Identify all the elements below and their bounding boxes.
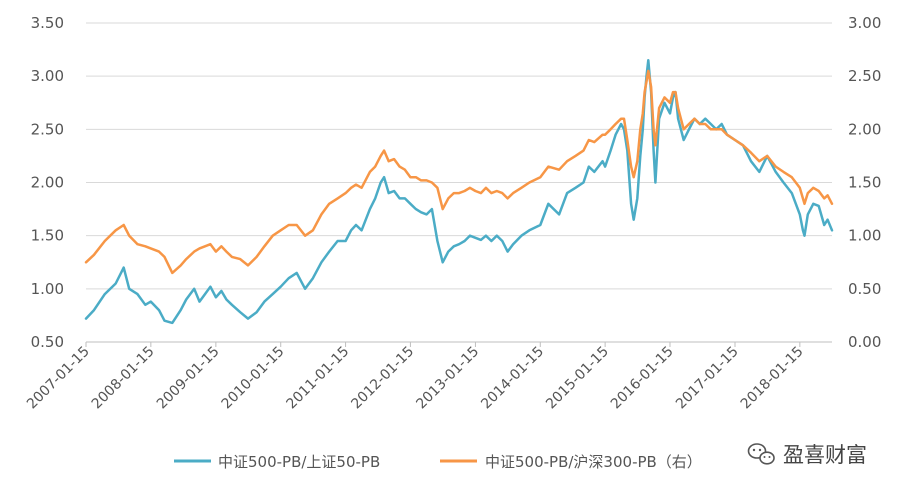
x-tick-label: 2016-01-15 (608, 344, 677, 413)
watermark: 盈喜财富 (747, 443, 867, 467)
legend-label-series-2: 中证500-PB/沪深300-PB（右） (485, 453, 702, 471)
series-line-1 (84, 58, 834, 325)
right-tick-label: 0.50 (848, 280, 881, 298)
watermark-text: 盈喜财富 (783, 443, 867, 467)
x-axis-ticks: 2007-01-152008-01-152009-01-152010-01-15… (24, 342, 807, 412)
x-tick-label: 2007-01-15 (24, 344, 93, 413)
right-tick-label: 3.00 (848, 14, 881, 32)
left-tick-label: 0.50 (31, 333, 64, 351)
x-tick-label: 2010-01-15 (219, 344, 288, 413)
left-tick-label: 2.50 (31, 120, 64, 138)
series-line-2 (84, 69, 834, 275)
right-tick-label: 1.00 (848, 227, 881, 245)
x-tick-label: 2008-01-15 (89, 344, 158, 413)
x-tick-label: 2013-01-15 (413, 344, 482, 413)
right-tick-label: 2.00 (848, 120, 881, 138)
x-tick-label: 2011-01-15 (284, 344, 353, 413)
x-tick-label: 2017-01-15 (673, 344, 742, 413)
gridlines (86, 22, 832, 290)
legend: 中证500-PB/上证50-PB 中证500-PB/沪深300-PB（右） (174, 453, 702, 471)
x-tick-label: 2014-01-15 (478, 344, 547, 413)
left-axis-ticks: 0.50 1.00 1.50 2.00 2.50 3.00 3.50 (31, 14, 64, 351)
right-tick-label: 2.50 (848, 67, 881, 85)
left-tick-label: 1.00 (31, 280, 64, 298)
left-tick-label: 2.00 (31, 174, 64, 192)
x-tick-label: 2018-01-15 (738, 344, 807, 413)
legend-entry-series-1: 中证500-PB/上证50-PB (174, 453, 380, 471)
left-tick-label: 3.50 (31, 14, 64, 32)
right-tick-label: 0.00 (848, 333, 881, 351)
series-lines (84, 58, 834, 325)
left-tick-label: 1.50 (31, 227, 64, 245)
right-axis-ticks: 0.00 0.50 1.00 1.50 2.00 2.50 3.00 (848, 14, 881, 351)
right-tick-label: 1.50 (848, 174, 881, 192)
x-tick-label: 2012-01-15 (348, 344, 417, 413)
legend-entry-series-2: 中证500-PB/沪深300-PB（右） (440, 453, 702, 471)
left-tick-label: 3.00 (31, 67, 64, 85)
legend-label-series-1: 中证500-PB/上证50-PB (218, 453, 380, 471)
x-tick-label: 2009-01-15 (154, 344, 223, 413)
x-tick-label: 2015-01-15 (543, 344, 612, 413)
wechat-icon (747, 443, 775, 465)
